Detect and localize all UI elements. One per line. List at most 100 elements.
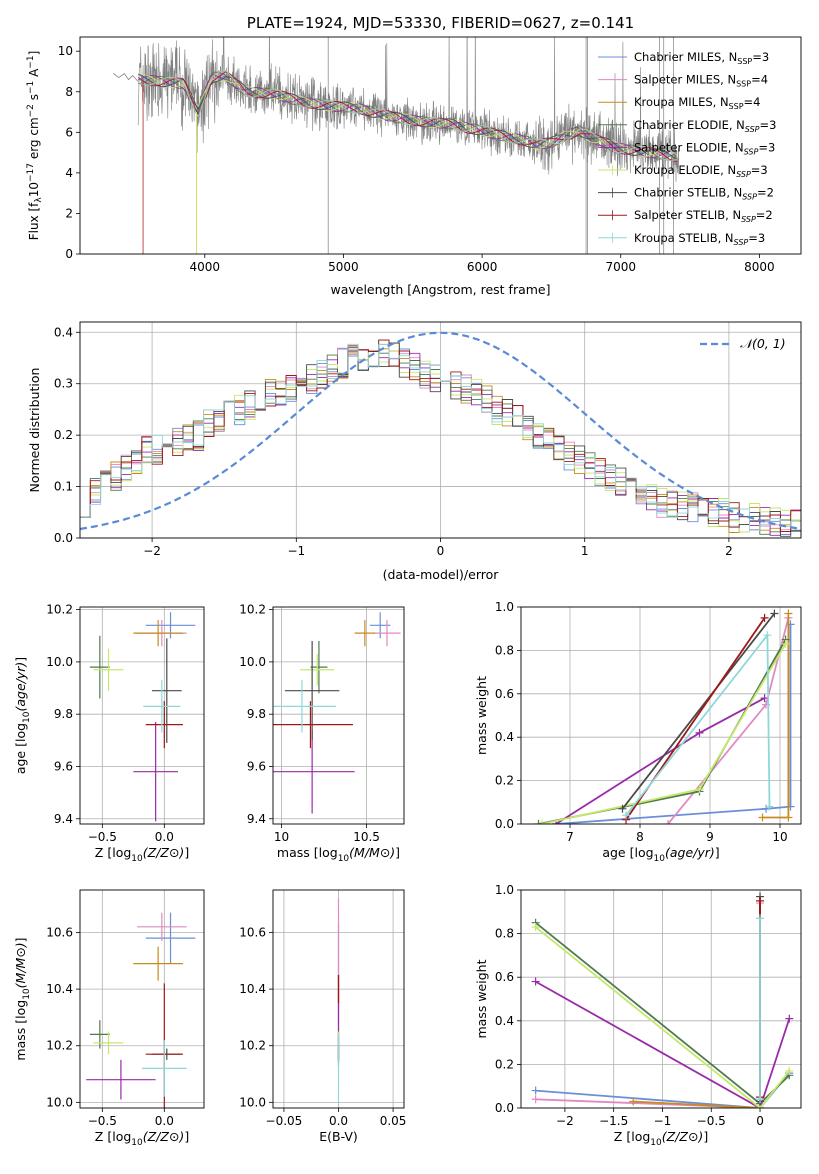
y-tick-label: 10 — [58, 44, 73, 58]
legend-label-text: Chabrier STELIB, N — [634, 186, 742, 200]
model-chabrier_elodie-line — [138, 71, 678, 160]
y-tick-label: 0.0 — [495, 1101, 514, 1115]
observed-spectrum-line — [137, 37, 680, 182]
model-kroupa_stelib-line — [137, 70, 678, 162]
label-part: Z [ — [95, 845, 112, 860]
x-tick-label: 10 — [274, 830, 289, 844]
weight-line-kroupa_miles — [633, 896, 761, 1108]
label-sub: 10 — [131, 1138, 143, 1148]
x-tick-label: −0.5 — [697, 1114, 726, 1128]
age_vs_mass-frame — [272, 606, 405, 825]
weight-marker-kroupa_stelib — [763, 631, 772, 640]
x-tick-label: 7000 — [605, 260, 636, 274]
y-axis-label-part: −1 — [26, 55, 36, 68]
errorbar-point-kroupa_miles — [133, 620, 183, 647]
gridlines — [80, 607, 204, 824]
y-axis-label-part: λ — [34, 197, 44, 203]
x-tick-label: 0.0 — [329, 1114, 348, 1128]
label-part: log — [319, 845, 338, 860]
x-tick-label: 10.5 — [353, 830, 380, 844]
x-tick-label: 2 — [725, 544, 733, 558]
label-part: ] — [13, 937, 28, 942]
weight-marker-kroupa_miles — [629, 1097, 638, 1106]
y-tick-label: 9.6 — [54, 759, 73, 773]
y-tick-label: 0 — [65, 247, 73, 261]
label-part: mass [ — [277, 845, 319, 860]
x-tick-label: 0.0 — [155, 830, 174, 844]
y-tick-label: 0.2 — [495, 1057, 514, 1071]
label-part: E(B-V) — [319, 1129, 358, 1144]
errorbar-point-kroupa_miles — [133, 946, 183, 981]
legend-label-sub: SSP — [745, 125, 760, 134]
label-part: ] — [703, 1129, 708, 1144]
gridlines — [80, 322, 801, 539]
label-part: log — [112, 845, 131, 860]
y-tick-label: 10.0 — [46, 1095, 73, 1109]
legend-label-sub: SSP — [734, 238, 749, 247]
weight-marker-salpeter_miles — [664, 820, 672, 824]
label-part: Z [ — [614, 1129, 631, 1144]
age_vs_z-panel: −0.5 0.09.49.69.810.010.2Z [log10(Z/Z⊙)]a… — [13, 603, 205, 864]
legend-label-kroupa_elodie: Kroupa ELODIE, NSSP=3 — [634, 163, 768, 179]
errorbar-point-chabrier_miles — [145, 612, 196, 639]
y-axis-label: mass [log10(M/M⊙)] — [13, 937, 32, 1060]
x-tick-label: 8000 — [744, 260, 775, 274]
legend-label-sub: SSP — [736, 170, 751, 179]
label-part: Z [ — [95, 1129, 112, 1144]
y-tick-label: 1.0 — [495, 600, 514, 614]
errorbar-point-salpeter_miles — [137, 912, 187, 941]
weight-marker-kroupa_miles — [784, 609, 793, 618]
weight_vs_z-plot-area — [531, 892, 794, 1108]
weight_vs_z-frame — [520, 889, 802, 1109]
errorbar-point-kroupa_stelib — [143, 680, 181, 733]
x-axis-label: age [log10(age/yr)] — [602, 845, 719, 864]
weight-line-kroupa_elodie — [541, 643, 787, 824]
errorbar-point-kroupa_stelib — [273, 680, 336, 733]
label-part: log — [13, 723, 28, 742]
y-axis-label-part: Flux [f — [27, 202, 41, 240]
legend-label-sub: SSP — [729, 102, 744, 111]
errorbar-point-salpeter_stelib — [145, 701, 183, 749]
label-part: (Z/Z⊙) — [662, 1129, 704, 1144]
weight-marker-kroupa_elodie — [781, 639, 790, 648]
y-axis-label-part: erg cm — [27, 117, 41, 163]
spectrum-frame — [79, 36, 802, 255]
y-tick-label: 0.6 — [495, 970, 514, 984]
label-sub: 10 — [650, 1138, 662, 1148]
errorbar-point-salpeter_stelib — [273, 701, 353, 749]
y-axis-label-part: −17 — [26, 163, 36, 182]
weight-marker-salpeter_miles — [531, 1095, 540, 1104]
y-tick-label: 0.4 — [495, 1014, 514, 1028]
x-axis-label: (data-model)/error — [383, 567, 500, 582]
y-tick-label: 10.6 — [46, 925, 73, 939]
weight-marker-salpeter_elodie — [695, 728, 704, 737]
weight-marker-chabrier_elodie — [534, 820, 543, 824]
y-axis-label-part: −2 — [26, 104, 36, 117]
legend-label-eq: =4 — [744, 95, 761, 109]
y-axis-label-part: 10 — [27, 182, 41, 197]
y-tick-label: 0.2 — [54, 428, 73, 442]
label-part: ] — [13, 657, 28, 662]
weight-marker-kroupa_stelib — [622, 811, 630, 820]
y-axis-label: Normed distribution — [27, 368, 42, 493]
age_vs_z-frame — [79, 606, 205, 825]
label-part: ] — [184, 1129, 189, 1144]
mass_vs_z-plot-area — [86, 912, 196, 1108]
label-part: (age/yr) — [13, 662, 28, 712]
y-tick-label: 0.3 — [54, 377, 73, 391]
errorbar-point-kroupa_elodie — [93, 648, 124, 691]
weight_vs_z-panel: −2 −1.5 −1 −0.5 0 0.0 0.2 0.4 0.6 0.8 1.0 Z [log10(… — [474, 883, 802, 1148]
y-tick-label: 4 — [65, 166, 73, 180]
gridlines — [80, 890, 204, 1108]
y-tick-label: 0.8 — [495, 927, 514, 941]
legend-label-text: Chabrier MILES, N — [634, 50, 737, 64]
errorbar-point-chabrier_elodie — [310, 640, 328, 694]
observed-spectrum-blue-end — [113, 72, 139, 82]
y-tick-label: 9.8 — [247, 707, 266, 721]
y-tick-label: 8 — [65, 85, 73, 99]
label-part: (Z/Z⊙) — [143, 845, 185, 860]
errorbar-point-chabrier_elodie — [89, 1020, 110, 1049]
weight-marker-salpeter_elodie — [785, 1014, 794, 1023]
x-tick-label: 7 — [566, 830, 574, 844]
